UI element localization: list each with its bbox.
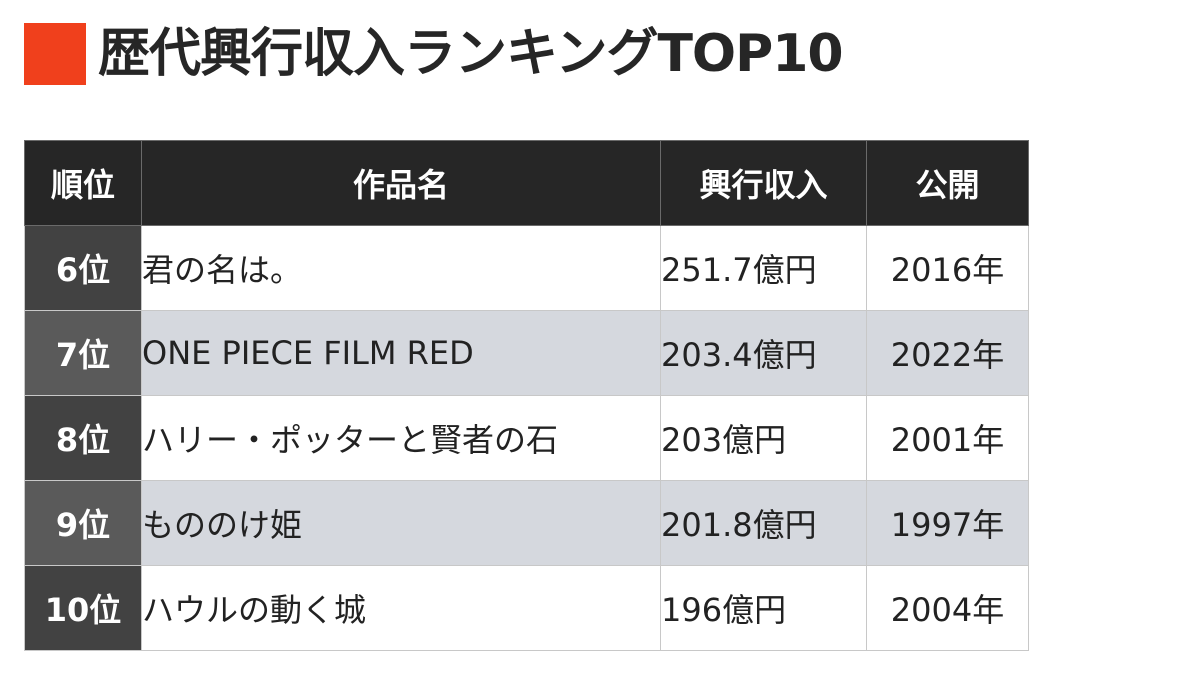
rank-cell: 8位 — [24, 395, 142, 481]
title-cell: ONE PIECE FILM RED — [141, 310, 661, 396]
release-cell: 2004年 — [866, 565, 1029, 651]
table-row: 9位 もののけ姫 201.8億円 1997年 — [24, 480, 1029, 566]
gross-cell: 196億円 — [660, 565, 867, 651]
release-cell: 1997年 — [866, 480, 1029, 566]
table-header-row: 順位 作品名 興行収入 公開 — [24, 140, 1029, 226]
table-row: 6位 君の名は。 251.7億円 2016年 — [24, 225, 1029, 311]
table-row: 10位 ハウルの動く城 196億円 2004年 — [24, 565, 1029, 651]
column-header-gross: 興行収入 — [660, 140, 867, 226]
table-row: 8位 ハリー・ポッターと賢者の石 203億円 2001年 — [24, 395, 1029, 481]
title-accent-square — [24, 23, 86, 85]
gross-cell: 203億円 — [660, 395, 867, 481]
title-cell: もののけ姫 — [141, 480, 661, 566]
title-cell: ハリー・ポッターと賢者の石 — [141, 395, 661, 481]
release-cell: 2016年 — [866, 225, 1029, 311]
rank-cell: 7位 — [24, 310, 142, 396]
rank-cell: 9位 — [24, 480, 142, 566]
title-cell: 君の名は。 — [141, 225, 661, 311]
gross-cell: 201.8億円 — [660, 480, 867, 566]
gross-cell: 203.4億円 — [660, 310, 867, 396]
column-header-release: 公開 — [866, 140, 1029, 226]
column-header-title: 作品名 — [141, 140, 661, 226]
page-title: 歴代興行収入ランキングTOP10 — [98, 24, 844, 84]
title-cell: ハウルの動く城 — [141, 565, 661, 651]
ranking-table: 順位 作品名 興行収入 公開 6位 君の名は。 251.7億円 2016年 7位… — [24, 140, 1029, 651]
gross-cell: 251.7億円 — [660, 225, 867, 311]
page-heading: 歴代興行収入ランキングTOP10 — [24, 20, 844, 88]
rank-cell: 6位 — [24, 225, 142, 311]
rank-cell: 10位 — [24, 565, 142, 651]
release-cell: 2001年 — [866, 395, 1029, 481]
table-row: 7位 ONE PIECE FILM RED 203.4億円 2022年 — [24, 310, 1029, 396]
column-header-rank: 順位 — [24, 140, 142, 226]
release-cell: 2022年 — [866, 310, 1029, 396]
